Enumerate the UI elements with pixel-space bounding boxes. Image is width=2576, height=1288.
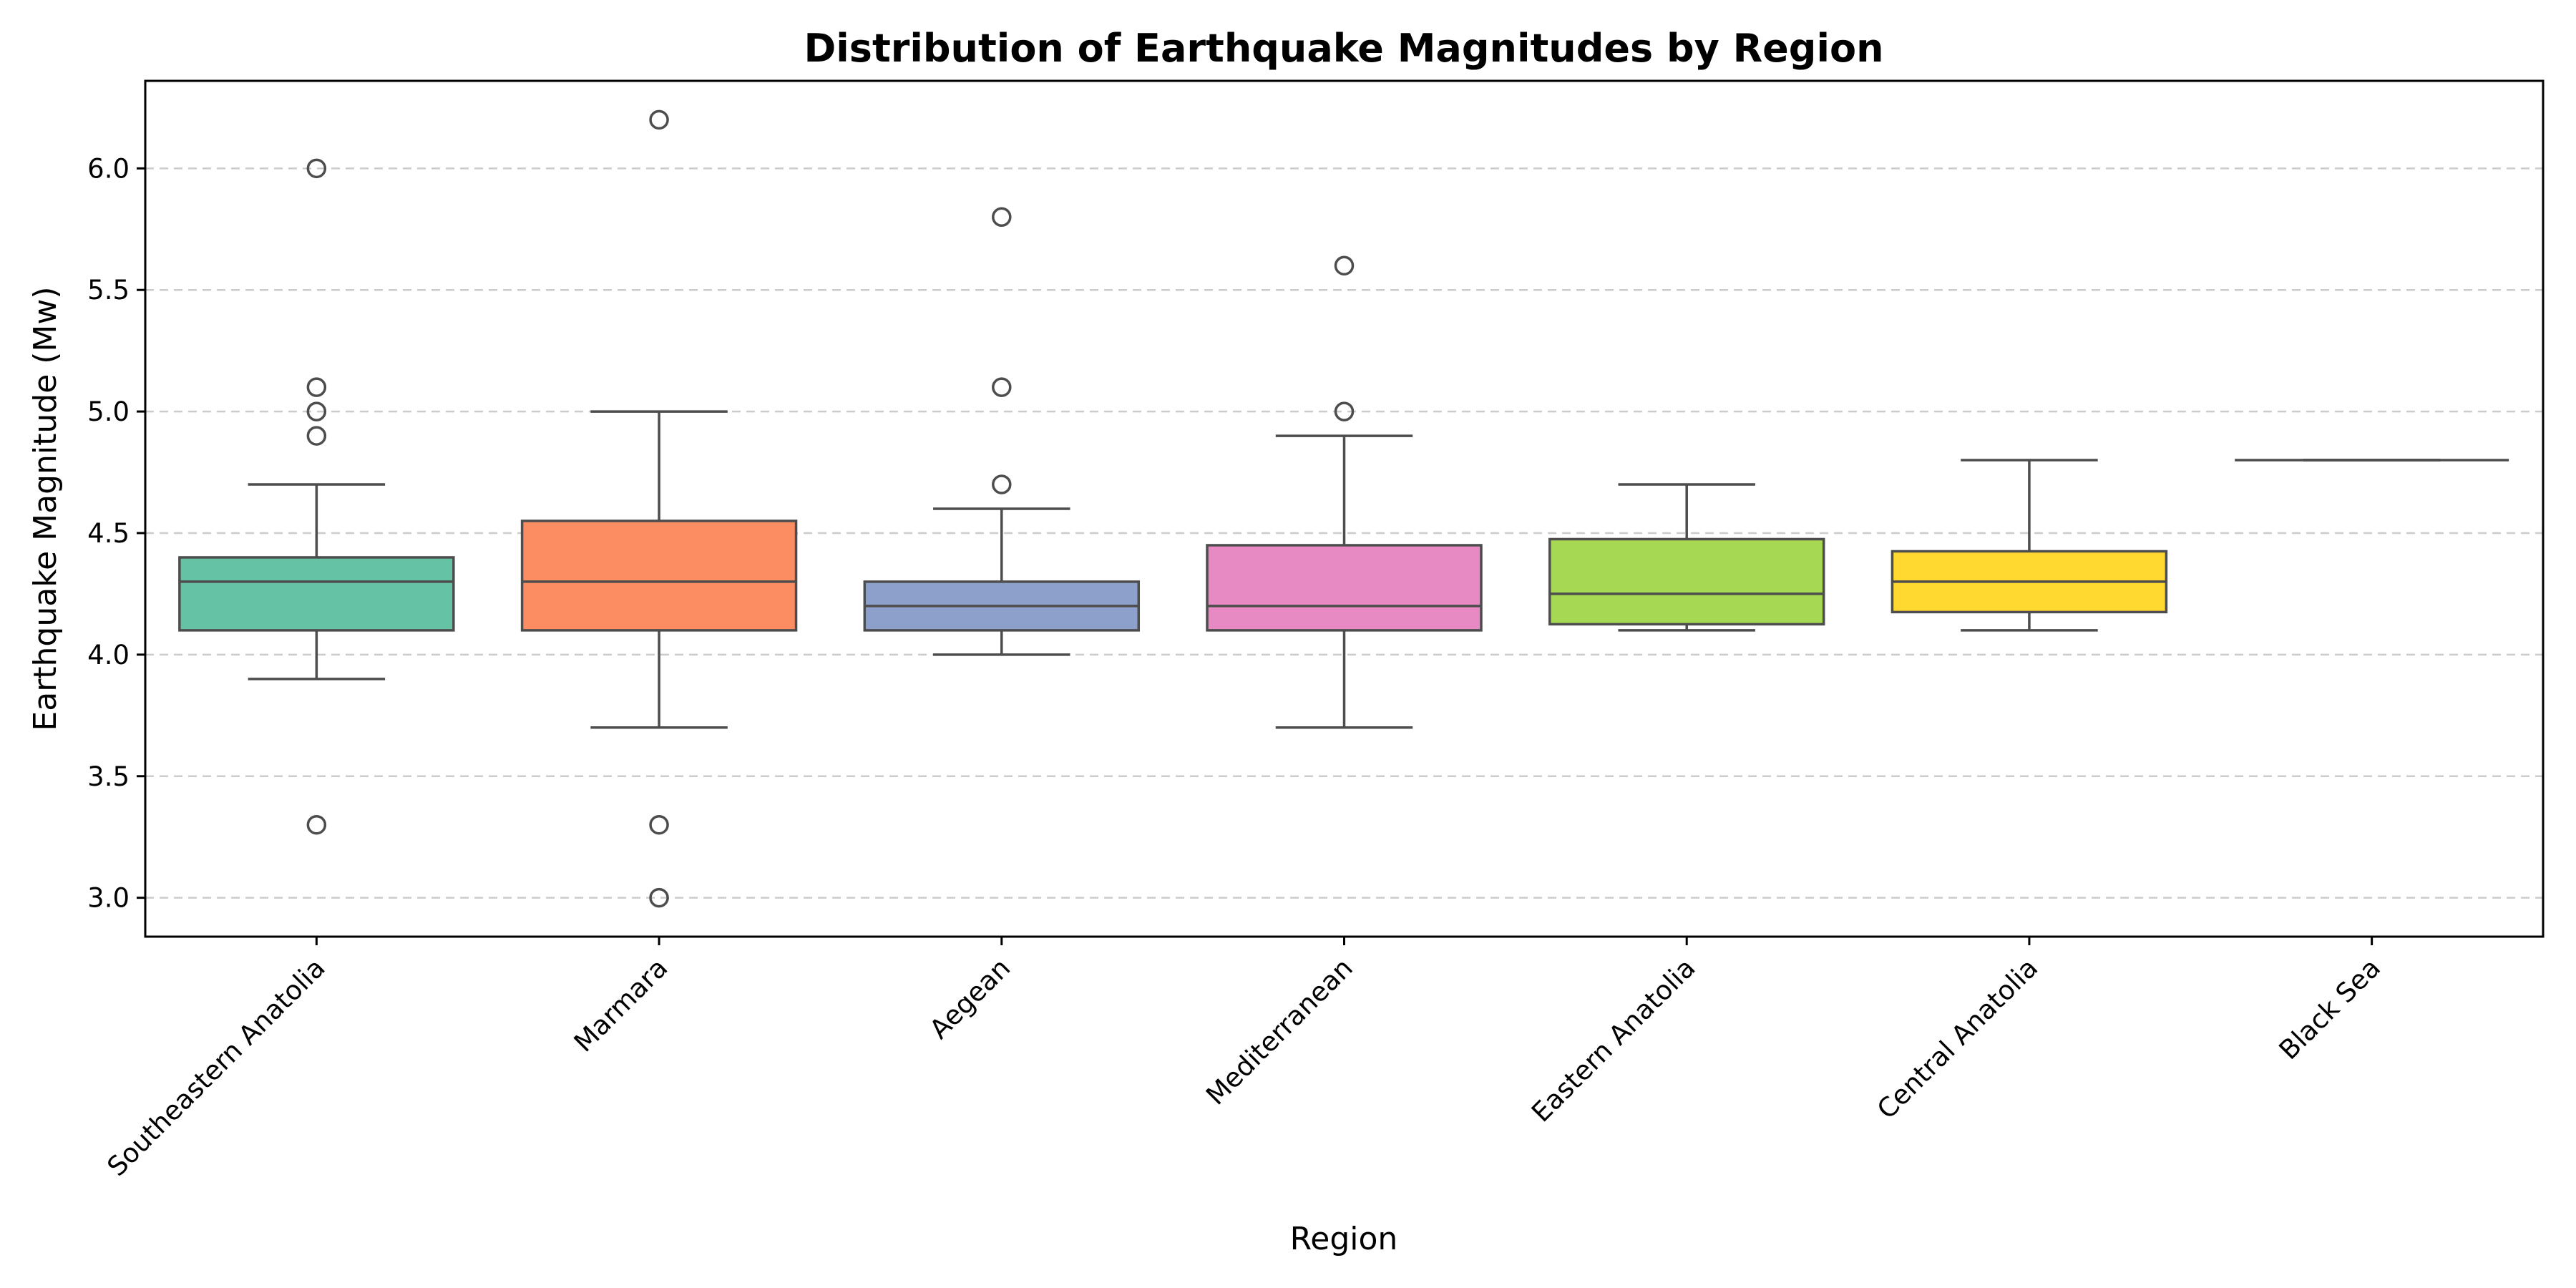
y-tick-label: 3.0 (87, 883, 130, 914)
y-tick-label: 4.0 (87, 640, 130, 670)
box-group (1206, 255, 1483, 729)
y-tick-label: 3.5 (87, 761, 130, 792)
iqr-box (520, 519, 798, 632)
outlier-point (649, 109, 669, 130)
y-tick-label: 6.0 (87, 153, 130, 184)
outlier-point (306, 377, 327, 397)
y-tick-label: 5.0 (87, 396, 130, 427)
outlier-point (992, 377, 1012, 397)
box-layer (178, 109, 2509, 908)
outlier-point (649, 887, 669, 908)
iqr-box (1548, 537, 1825, 626)
outlier-point (1334, 255, 1355, 275)
y-axis-label: Earthquake Magnitude (Mw) (27, 286, 64, 731)
outlier-point (306, 814, 327, 835)
outlier-point (649, 814, 669, 835)
outlier-point (306, 401, 327, 421)
x-axis-label: Region (1290, 1221, 1398, 1257)
box-group (520, 109, 798, 908)
box-group (178, 158, 455, 835)
iqr-box (178, 556, 455, 632)
outlier-point (992, 474, 1012, 494)
iqr-box (1206, 544, 1483, 632)
outlier-point (306, 158, 327, 179)
box-group (1548, 483, 1825, 632)
outlier-point (1334, 401, 1355, 421)
box-group (1890, 459, 2168, 632)
outlier-point (306, 426, 327, 446)
chart-title: Distribution of Earthquake Magnitudes by… (804, 26, 1883, 71)
box-group (863, 207, 1141, 656)
y-tick-label: 4.5 (87, 518, 130, 549)
y-tick-label: 5.5 (87, 275, 130, 306)
outlier-point (992, 207, 1012, 228)
